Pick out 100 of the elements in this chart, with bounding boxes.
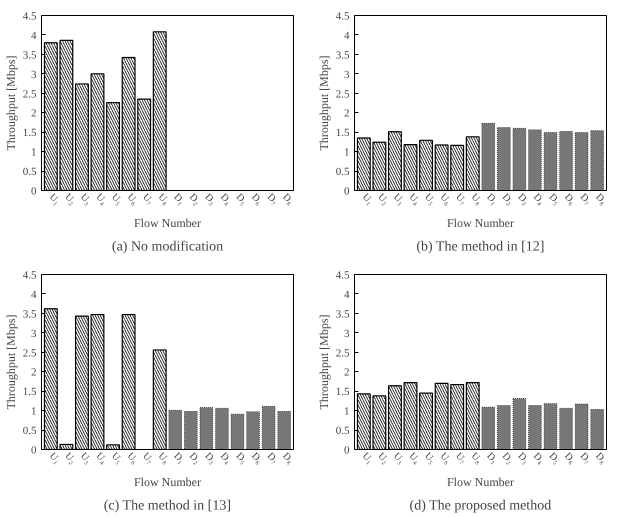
x-tick-label: U₃ [391, 450, 406, 466]
x-tick-label: D₃ [202, 192, 218, 208]
x-tick-label: D₇ [578, 192, 594, 208]
y-tick-label: 4 [344, 30, 350, 42]
y-axis-title: Throughput [Mbps] [4, 55, 18, 150]
y-tick-label: 4.5 [22, 10, 37, 22]
y-axis-title: Throughput [Mbps] [316, 55, 331, 150]
y-tick-label: 3 [344, 68, 350, 81]
x-tick-label: D₂ [500, 192, 516, 208]
y-tick-label: 4.5 [22, 270, 37, 282]
x-tick-label: U₇ [453, 450, 469, 466]
x-tick-label: U₁ [360, 192, 376, 208]
y-tick-label: 0.5 [336, 166, 350, 178]
y-tick-label: 3.5 [22, 49, 37, 62]
x-tick-label: D₆ [562, 192, 578, 208]
y-tick-label: 0 [31, 186, 37, 198]
y-tick-label: 3 [31, 68, 37, 81]
x-tick-label: U₃ [391, 192, 406, 208]
x-tick-label: U₄ [94, 450, 110, 466]
x-tick-label: U₄ [94, 192, 110, 208]
x-tick-label: U₇ [140, 192, 156, 208]
x-tick-label: D₂ [186, 450, 202, 466]
x-tick-label: U₅ [109, 192, 124, 208]
x-tick-label: D₅ [234, 192, 249, 208]
x-tick-label: U₈ [156, 192, 172, 208]
y-tick-label: 2 [344, 108, 350, 120]
x-axis-title: Flow Number [134, 474, 201, 489]
x-tick-label: D₆ [562, 450, 578, 466]
x-tick-label: U₆ [124, 450, 140, 466]
y-tick-label: 1 [31, 406, 36, 418]
x-tick-label: D₂ [186, 192, 202, 208]
x-tick-label: U₈ [468, 192, 484, 208]
x-tick-label: U₃ [78, 192, 94, 208]
x-tick-label: D₁ [171, 450, 187, 466]
y-tick-label: 3 [344, 328, 350, 340]
y-tick-label: 0 [344, 444, 350, 456]
y-tick-label: 2.5 [22, 88, 37, 100]
x-tick-label: D₅ [546, 192, 562, 208]
text: (b) The method in [12] [416, 240, 544, 254]
y-tick-label: 4 [344, 288, 350, 301]
y-tick-label: 1.5 [22, 386, 37, 398]
x-tick-label: D₅ [546, 450, 562, 466]
x-tick-label: D₈ [280, 450, 296, 466]
y-tick-label: 0.5 [22, 166, 37, 178]
y-tick-label: 2 [31, 366, 36, 379]
y-tick-label: 3.5 [22, 308, 37, 320]
y-tick-label: 4.5 [336, 270, 350, 282]
y-tick-label: 0 [344, 186, 350, 198]
x-tick-label: U₆ [438, 450, 454, 466]
x-tick-label: U₁ [46, 192, 62, 208]
y-tick-label: 2 [344, 366, 350, 379]
x-tick-label: D₃ [515, 450, 531, 466]
x-tick-label: U₄ [406, 192, 422, 208]
x-tick-label: D₄ [531, 450, 547, 466]
x-tick-label: D₁ [484, 192, 500, 208]
x-tick-label: U₅ [109, 450, 124, 466]
y-tick-label: 4 [31, 30, 37, 42]
y-tick-label: 3.5 [336, 49, 350, 62]
y-tick-label: 1.5 [336, 386, 350, 398]
x-axis-title: Flow Number [447, 216, 514, 230]
x-tick-label: D₅ [234, 450, 249, 466]
x-tick-label: D₂ [500, 450, 516, 466]
y-tick-label: 2.5 [336, 88, 350, 100]
x-tick-label: U₄ [406, 450, 422, 466]
y-tick-label: 1.5 [336, 127, 350, 140]
x-tick-label: D₃ [202, 450, 218, 466]
x-tick-label: D₃ [515, 192, 531, 208]
y-tick-label: 2.5 [22, 347, 37, 360]
y-tick-label: 0.5 [22, 425, 37, 438]
x-tick-label: U₂ [62, 192, 78, 208]
x-tick-label: D₆ [249, 192, 265, 208]
text: (c) The method in [13] [104, 498, 232, 514]
y-tick-label: 2.5 [336, 347, 350, 360]
y-tick-label: 1 [344, 406, 350, 418]
y-tick-label: 3.5 [336, 308, 350, 320]
x-tick-label: D₈ [280, 192, 296, 208]
x-tick-label: U₆ [124, 192, 140, 208]
x-tick-label: U₇ [453, 192, 469, 208]
x-tick-label: U₈ [156, 450, 172, 466]
y-tick-label: 1 [344, 146, 350, 159]
x-tick-label: U₃ [78, 450, 94, 466]
y-tick-label: 1.5 [22, 127, 37, 140]
y-tick-label: 2 [31, 108, 36, 120]
x-tick-label: U₂ [375, 192, 391, 208]
y-tick-label: 0.5 [336, 425, 350, 438]
x-tick-label: D₈ [593, 192, 609, 208]
y-axis-title: Throughput [Mbps] [4, 314, 18, 410]
x-tick-label: D₈ [593, 450, 609, 466]
x-tick-label: U₁ [46, 450, 62, 466]
y-tick-label: 4.5 [336, 10, 350, 22]
text: (d) The proposed method [410, 498, 552, 514]
x-tick-label: U₁ [360, 450, 376, 466]
y-tick-label: 3 [31, 328, 37, 340]
x-tick-label: U₇ [140, 450, 156, 466]
x-tick-label: D₇ [264, 192, 280, 208]
x-tick-label: U₅ [422, 450, 438, 466]
x-tick-label: U₆ [438, 192, 454, 208]
x-axis-title: Flow Number [134, 216, 201, 230]
x-tick-label: U₂ [62, 450, 78, 466]
x-tick-label: U₂ [375, 450, 391, 466]
